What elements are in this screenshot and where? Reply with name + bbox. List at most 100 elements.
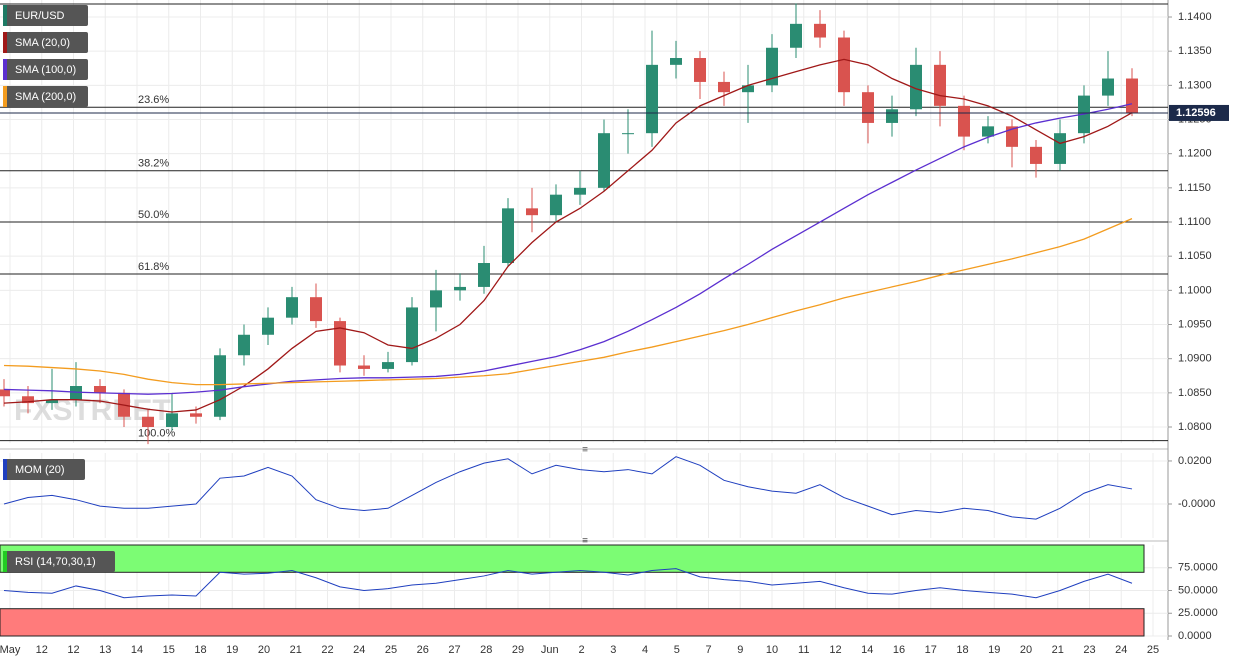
- y-tick-label: 0.0000: [1178, 630, 1212, 642]
- x-tick-label: 12: [829, 644, 841, 656]
- candle-body: [382, 362, 394, 369]
- legend-box[interactable]: [3, 86, 88, 107]
- x-tick-label: 18: [194, 644, 206, 656]
- candle-body: [1006, 126, 1018, 147]
- legend-label: SMA (20,0): [15, 37, 70, 49]
- y-tick-label: 1.1100: [1178, 216, 1211, 228]
- candle-body: [310, 297, 322, 322]
- x-tick-label: 25: [1147, 644, 1159, 656]
- legend-swatch: [3, 59, 7, 80]
- x-tick-label: 23: [1083, 644, 1095, 656]
- y-tick-label: 1.1150: [1178, 182, 1211, 194]
- candle-body: [934, 64, 946, 106]
- indicator-swatch: [3, 551, 7, 572]
- candle-body: [886, 109, 898, 123]
- x-tick-label: 12: [36, 644, 48, 656]
- legend-box[interactable]: [3, 59, 88, 80]
- panel: 75.0000 50.0000 25.0000 0.0000 RSI (14,70,30…: [0, 544, 1218, 642]
- candle-body: [982, 126, 994, 137]
- overbought-band: [0, 544, 1145, 573]
- candle-body: [694, 58, 706, 82]
- indicator-swatch: [3, 459, 7, 480]
- y-tick-label: 1.0850: [1178, 387, 1212, 399]
- candle-body: [214, 355, 226, 417]
- candle-body: [670, 58, 682, 65]
- x-tick-label: 14: [131, 644, 143, 656]
- x-tick-label: 29: [512, 644, 524, 656]
- x-tick-label: 20: [258, 644, 270, 656]
- fib-label: 23.6%: [138, 94, 169, 106]
- candle-body: [1126, 78, 1138, 113]
- last-price-label: 1.12596: [1176, 107, 1216, 119]
- x-tick-label: 4: [642, 644, 648, 656]
- series-line: [3, 103, 1133, 395]
- x-tick-label: 13: [99, 644, 111, 656]
- candle-body: [166, 413, 178, 428]
- candle-body: [742, 85, 754, 93]
- legend-label: SMA (200,0): [15, 91, 76, 103]
- candle-body: [622, 133, 634, 135]
- candle-body: [502, 208, 514, 264]
- x-tick-label: 24: [1115, 644, 1127, 656]
- candle-body: [70, 386, 82, 400]
- candle-body: [406, 307, 418, 363]
- indicator-label: RSI (14,70,30,1): [15, 556, 96, 568]
- x-tick-label: Jun: [541, 644, 559, 656]
- candle-body: [358, 365, 370, 369]
- candle-body: [574, 187, 586, 195]
- candle-body: [958, 105, 970, 137]
- y-tick-label: 25.0000: [1178, 607, 1218, 619]
- indicator-label-box[interactable]: [3, 459, 85, 480]
- x-tick-label: 19: [988, 644, 1000, 656]
- candle-body: [1030, 146, 1042, 164]
- x-tick-label: 20: [1020, 644, 1032, 656]
- x-tick-label: 25: [385, 644, 397, 656]
- legend-label: EUR/USD: [15, 10, 65, 22]
- x-tick-label: 11: [798, 644, 809, 656]
- x-tick-label: 16: [893, 644, 905, 656]
- fib-label: 61.8%: [138, 261, 169, 273]
- x-tick-label: 3: [610, 644, 616, 656]
- x-tick-label: 28: [480, 644, 492, 656]
- x-tick-label: 22: [321, 644, 333, 656]
- x-tick-label: 27: [448, 644, 460, 656]
- resize-grip[interactable]: ≡: [582, 536, 588, 547]
- y-tick-label: 50.0000: [1178, 584, 1218, 596]
- oversold-band: [0, 608, 1145, 637]
- x-tick-label: 21: [290, 644, 302, 656]
- indicator-label-box[interactable]: [3, 551, 115, 572]
- candle-body: [790, 23, 802, 48]
- y-tick-label: 1.0900: [1178, 353, 1212, 365]
- y-tick-label: 1.0950: [1178, 318, 1212, 330]
- candle-body: [238, 334, 250, 356]
- resize-grip[interactable]: ≡: [582, 445, 588, 456]
- candle-body: [46, 399, 58, 404]
- candle-body: [910, 64, 922, 110]
- candle-body: [550, 194, 562, 216]
- fib-label: 38.2%: [138, 158, 169, 170]
- x-tick-label: 18: [956, 644, 968, 656]
- last-price-box: [1169, 104, 1229, 121]
- series-line: [3, 217, 1133, 386]
- y-tick-label: 1.1200: [1178, 148, 1212, 160]
- candle-body: [646, 64, 658, 134]
- x-tick-label: 7: [705, 644, 711, 656]
- fib-label: 100.0%: [138, 428, 176, 440]
- legend-box[interactable]: [3, 5, 88, 26]
- legend-label: SMA (100,0): [15, 64, 76, 76]
- x-tick-label: 24: [353, 644, 365, 656]
- candle-body: [262, 317, 274, 335]
- candle-body: [430, 290, 442, 308]
- x-tick-label: May: [0, 644, 21, 656]
- candle-body: [814, 23, 826, 38]
- legend-box[interactable]: [3, 32, 88, 53]
- y-tick-label: 75.0000: [1178, 562, 1218, 574]
- candle-body: [478, 263, 490, 287]
- candle-body: [286, 297, 298, 318]
- candle-body: [526, 208, 538, 216]
- y-tick-label: 1.1400: [1178, 11, 1212, 23]
- candle-body: [1102, 78, 1114, 96]
- candle-body: [190, 413, 202, 417]
- y-tick-label: 1.1050: [1178, 250, 1212, 262]
